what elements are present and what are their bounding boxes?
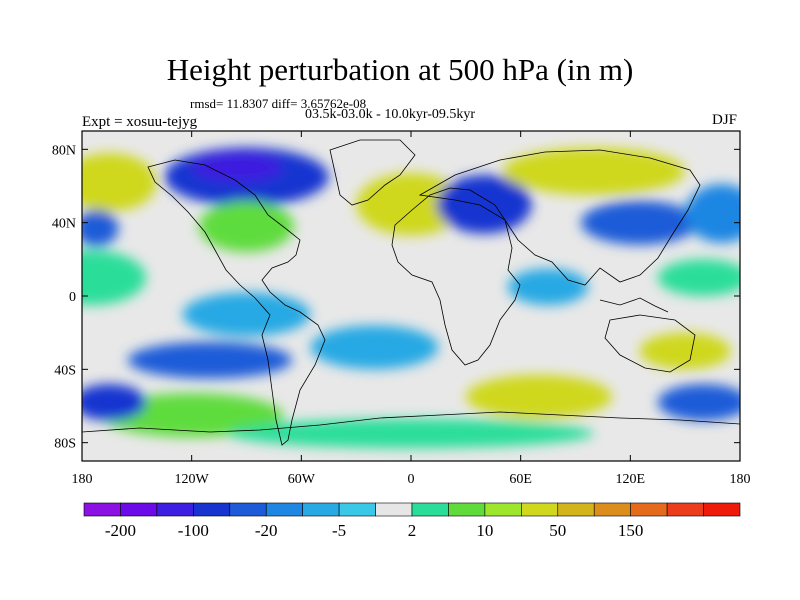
field-blob-4 (82, 209, 119, 247)
field-blob-21 (228, 418, 594, 449)
colorbar-swatch-0 (83, 502, 121, 517)
field-blob-20 (657, 384, 740, 421)
lon-tick-label-6: 180 (730, 472, 751, 487)
colorbar-swatch-13 (557, 502, 595, 517)
colorbar-swatch-8 (375, 502, 413, 517)
field-blob-5 (82, 250, 146, 306)
lon-tick-label-5: 120E (616, 472, 646, 487)
colorbar-label-5: 10 (476, 521, 493, 540)
lon-tick-label-2: 60W (288, 472, 316, 487)
colorbar-label-0: -200 (105, 521, 136, 540)
lat-tick-label-1: 40N (52, 217, 76, 232)
period-text: 03.5k-03.0k - 10.0kyr-09.5kyr (305, 107, 476, 122)
map-axes: 180 120W 60W 0 60E 120E 180 80N 40N 0 40S 80S (52, 131, 751, 487)
experiment-label: Expt = xosuu-tejyg (82, 114, 198, 130)
colorbar: -200 -100 -20 -5 2 10 50 150 (83, 502, 741, 540)
lon-tick-label-3: 0 (408, 472, 415, 487)
colorbar-swatch-1 (120, 502, 158, 517)
colorbar-label-3: -5 (332, 521, 346, 540)
colorbar-label-1: -100 (178, 521, 209, 540)
colorbar-swatch-6 (302, 502, 340, 517)
lon-tick-label-0: 180 (72, 472, 93, 487)
field-blob-3 (198, 200, 295, 252)
height-field (82, 147, 740, 449)
colorbar-swatch-16 (666, 502, 704, 517)
coastlines (82, 139, 740, 446)
lat-tick-label-3: 40S (54, 363, 76, 378)
field-blob-15 (310, 325, 439, 370)
stats-text: rmsd= 11.8307 diff= 3.65762e-08 (190, 96, 367, 111)
colorbar-swatch-14 (593, 502, 631, 517)
field-blob-17 (82, 384, 146, 421)
map-panel (81, 130, 741, 462)
field-blob-12 (507, 268, 589, 306)
colorbar-swatch-9 (411, 502, 449, 517)
colorbar-swatch-12 (521, 502, 559, 517)
lon-tick-label-1: 120W (175, 472, 210, 487)
season-label: DJF (712, 112, 738, 128)
field-blob-10 (685, 184, 740, 243)
lat-tick-label-4: 80S (54, 437, 76, 452)
field-blob-11 (657, 259, 740, 296)
field-blob-0 (82, 153, 157, 212)
colorbar-swatch-3 (193, 502, 231, 517)
colorbar-swatch-4 (229, 502, 267, 517)
colorbar-swatch-10 (448, 502, 486, 517)
field-blob-7 (436, 175, 532, 234)
field-blob-6 (356, 173, 466, 236)
lon-tick-label-4: 60E (509, 472, 532, 487)
colorbar-swatch-2 (156, 502, 194, 517)
colorbar-swatch-11 (484, 502, 522, 517)
field-blob-13 (182, 292, 311, 337)
colorbar-label-7: 150 (618, 521, 644, 540)
field-blob-16 (100, 393, 284, 438)
colorbar-label-2: -20 (255, 521, 278, 540)
lat-tick-label-2: 0 (69, 290, 76, 305)
field-blob-8 (502, 147, 686, 196)
colorbar-swatch-15 (630, 502, 668, 517)
field-blob-19 (639, 332, 731, 370)
colorbar-label-6: 50 (549, 521, 566, 540)
field-blob-2 (191, 153, 284, 183)
field-blob-14 (127, 341, 293, 379)
colorbar-label-4: 2 (408, 521, 417, 540)
plot-title: Height perturbation at 500 hPa (in m) (166, 52, 634, 87)
lat-tick-label-0: 80N (52, 143, 76, 158)
colorbar-swatch-7 (338, 502, 376, 517)
colorbar-swatch-17 (703, 502, 741, 517)
colorbar-swatch-5 (265, 502, 303, 517)
field-blob-18 (465, 374, 613, 419)
field-blob-9 (580, 200, 698, 245)
